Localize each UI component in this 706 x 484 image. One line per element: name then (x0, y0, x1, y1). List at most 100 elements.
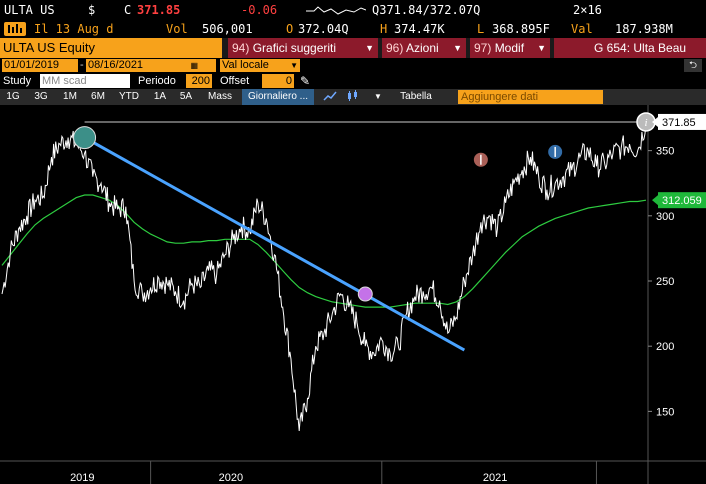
volume-label: Vol (166, 22, 188, 36)
menu-number: 96) (386, 41, 404, 55)
caret-down-icon: ▼ (290, 61, 298, 70)
ma-value-tag-box (658, 192, 706, 209)
range-3d-button[interactable]: 3G (34, 91, 48, 102)
y-tick-label: 350 (656, 146, 674, 158)
currency-mode: Val locale (222, 59, 269, 71)
trendline-layer[interactable] (83, 136, 466, 352)
marker-layer[interactable]: i (73, 112, 656, 302)
info-bar: Il 13 Aug d Vol 506,001 O 372.04Q H 374.… (0, 20, 706, 38)
x-tick-label: 2020 (219, 472, 243, 484)
open-prefix: O (286, 22, 294, 36)
candle-chart-icon[interactable] (344, 90, 360, 104)
quote-size: 2×16 (573, 3, 602, 17)
pencil-icon[interactable]: ✎ (300, 74, 311, 88)
ticker: ULTA US (4, 3, 55, 17)
quote-bar: ULTA US $ C 371.85 -0.06 Q371.84/372.07Q… (0, 0, 706, 20)
ma-value-tag-pointer (652, 195, 658, 206)
caret-down-icon: ▼ (365, 43, 374, 53)
annotation-marker[interactable] (357, 286, 373, 302)
range-6m-button[interactable]: 6M (91, 91, 105, 102)
price-change: -0.06 (241, 3, 278, 17)
last-price-tag-box (658, 113, 706, 130)
ma-value-tag: 312.059 (662, 195, 702, 207)
high-price: 374.47K (394, 22, 445, 36)
value-label: Val (571, 22, 593, 36)
range-toolbar: 1G 3G 1M 6M YTD 1A 5A Mass Giornaliero .… (0, 89, 706, 105)
y-axis: 150 200 250 300 350 (648, 146, 674, 418)
chart-grid (0, 105, 706, 484)
y-tick-label: 300 (656, 211, 674, 223)
range-1y-button[interactable]: 1A (153, 91, 167, 102)
last-price-tag: 371.85 (662, 117, 696, 129)
period-field[interactable]: 200 (186, 74, 212, 88)
suggested-charts-button[interactable]: 94) Grafici suggeriti ▼ (228, 38, 378, 58)
info-glyph: i (644, 117, 647, 129)
x-tick-label: 2021 (483, 472, 507, 484)
date-separator: - (80, 59, 84, 71)
last-price-tag-pointer (652, 116, 658, 127)
price-tags: 371.85 312.059 (652, 113, 706, 209)
bid-ask: Q371.84/372.07Q (372, 3, 481, 17)
y-tick-label: 150 (656, 406, 674, 418)
end-date-field[interactable]: 08/16/2021 ▦ (86, 59, 216, 72)
line-chart-icon[interactable] (322, 90, 338, 104)
chart-title: G 654: Ulta Beau (594, 41, 687, 55)
alert-icon[interactable] (4, 22, 26, 36)
x-axis: 2019 2020 2021 (70, 461, 597, 484)
sparkline-icon (306, 3, 367, 17)
menu-bar: ULTA US Equity 94) Grafici suggeriti ▼ 9… (0, 38, 706, 58)
calendar-icon: ▦ (190, 61, 198, 70)
offset-label: Offset (220, 75, 250, 87)
menu-label: Modif (494, 41, 525, 55)
chart-title-tab[interactable]: G 654: Ulta Beau (554, 38, 706, 58)
last-prefix: C (124, 3, 132, 17)
range-1d-button[interactable]: 1G (6, 91, 20, 102)
trendline[interactable] (83, 136, 466, 352)
start-date-field[interactable]: 01/01/2019 (2, 59, 78, 72)
menu-label: Grafici suggeriti (252, 41, 337, 55)
moving-average-line (1, 194, 647, 308)
currency-symbol: $ (88, 3, 96, 17)
frequency-dropdown[interactable]: Giornaliero ... (242, 89, 314, 105)
y-tick-label: 250 (656, 276, 674, 288)
trade-date: Il 13 Aug d (34, 22, 114, 36)
frequency-label: Giornaliero (247, 91, 297, 102)
range-5y-button[interactable]: 5A (179, 91, 193, 102)
security-field[interactable]: ULTA US Equity (0, 38, 222, 58)
table-button[interactable]: Tabella (400, 91, 432, 102)
edit-button[interactable]: 97) Modif ▼ (470, 38, 550, 58)
moving-average-layer (1, 194, 647, 308)
actions-button[interactable]: 96) Azioni ▼ (382, 38, 466, 58)
undo-icon[interactable]: ⮌ (684, 59, 702, 72)
ellipsis-icon: ... (299, 91, 309, 102)
high-prefix: H (380, 22, 388, 36)
menu-label: Azioni (406, 41, 439, 55)
low-prefix: L (477, 22, 485, 36)
offset-field[interactable]: 0 (262, 74, 294, 88)
menu-number: 94) (232, 41, 250, 55)
y-tick-label: 200 (656, 341, 674, 353)
price-line (1, 121, 647, 431)
price-chart[interactable]: i 150 200 250 300 350 2019 2020 2021 371.85 312… (0, 105, 706, 484)
caret-down-icon: ▼ (453, 43, 462, 53)
traded-value: 187.938M (615, 22, 673, 36)
caret-down-icon[interactable]: ▼ (374, 92, 382, 101)
date-range-bar: 01/01/2019 - 08/16/2021 ▦ Val locale ▼ ⮌ (0, 58, 706, 73)
range-max-button[interactable]: Mass (208, 91, 232, 102)
caret-down-icon: ▼ (537, 43, 546, 53)
open-price: 372.04Q (298, 22, 349, 36)
annotation-marker[interactable] (73, 126, 97, 150)
menu-number: 97) (474, 41, 492, 55)
range-1m-button[interactable]: 1M (63, 91, 77, 102)
low-price: 368.895F (492, 22, 550, 36)
end-date: 08/16/2021 (88, 59, 144, 71)
period-label: Periodo (138, 75, 176, 87)
x-tick-label: 2019 (70, 472, 94, 484)
price-layer (1, 121, 648, 431)
study-field[interactable]: MM scad (40, 74, 130, 88)
range-ytd-button[interactable]: YTD (119, 91, 139, 102)
last-price: 371.85 (137, 3, 181, 17)
currency-dropdown[interactable]: Val locale ▼ (220, 59, 300, 72)
study-bar: Study MM scad Periodo 200 Offset 0 ✎ (0, 73, 706, 89)
add-data-field[interactable]: Aggiungere dati (458, 90, 603, 104)
